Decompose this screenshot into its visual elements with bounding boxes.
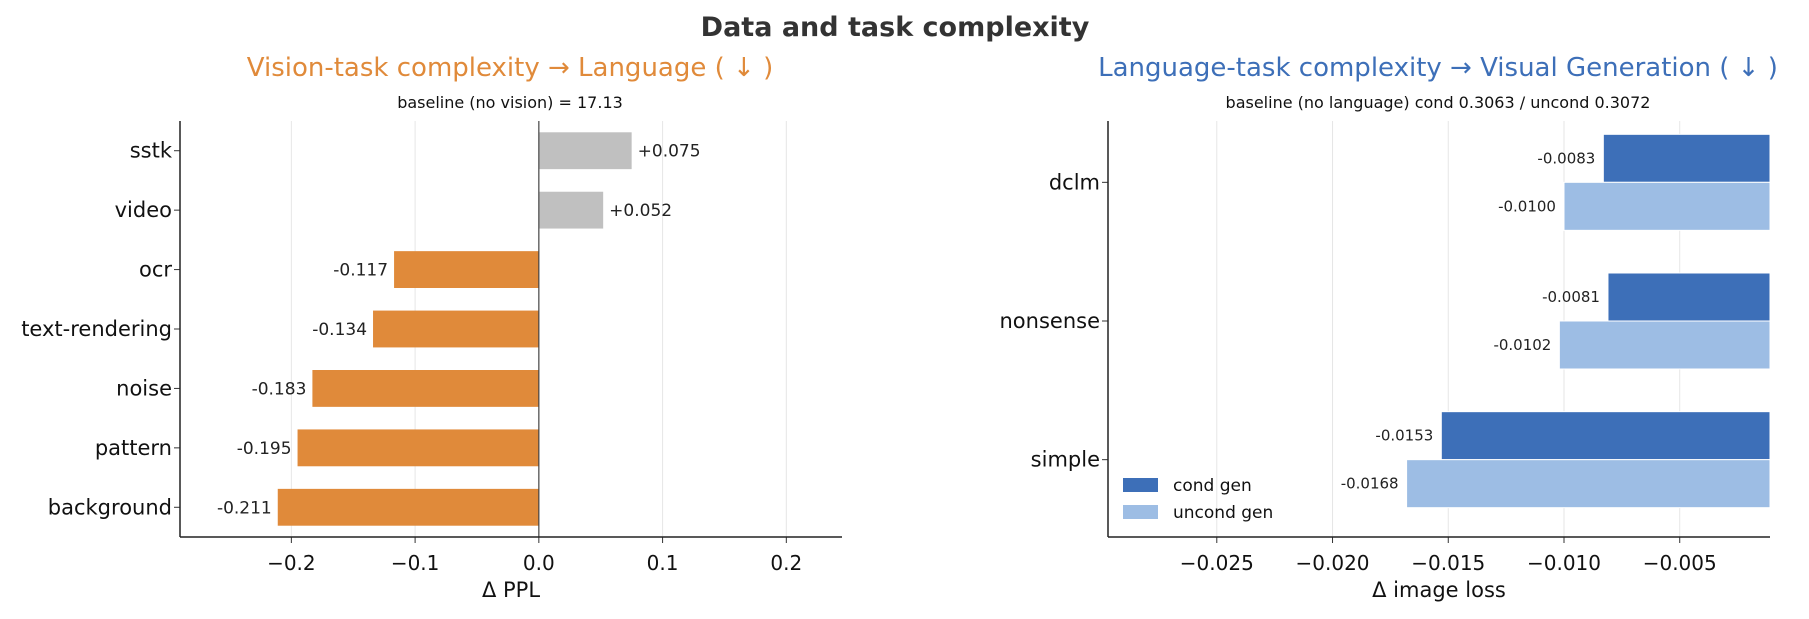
bar-text-rendering	[373, 310, 539, 348]
x-axis-label: Δ PPL	[482, 578, 540, 602]
legend-swatch-uncond	[1123, 505, 1158, 519]
category-label: ocr	[139, 258, 172, 282]
data-label: -0.0100	[1498, 197, 1556, 215]
legend: cond gen uncond gen	[1123, 476, 1273, 523]
data-label: -0.0153	[1375, 427, 1433, 445]
x-tick-label: −0.015	[1411, 551, 1485, 575]
x-tick-label: −0.2	[267, 551, 316, 575]
data-label: -0.0168	[1341, 475, 1399, 493]
bar-simple-cond	[1440, 411, 1771, 461]
bar-dclm-cond	[1602, 133, 1771, 183]
bar-simple-uncond	[1406, 459, 1771, 509]
bar-background	[277, 488, 539, 526]
legend-label: uncond gen	[1173, 503, 1273, 523]
chart-subtitle: baseline (no vision) = 17.13	[397, 93, 623, 112]
data-label: -0.0081	[1542, 288, 1600, 306]
legend-label: cond gen	[1173, 476, 1252, 496]
x-tick-label: 0.1	[647, 551, 679, 575]
category-label: video	[115, 198, 172, 222]
bar-noise	[312, 370, 539, 407]
x-axis-label: Δ image loss	[1372, 578, 1506, 602]
bar-dclm-uncond	[1563, 181, 1771, 231]
data-label: -0.211	[217, 498, 272, 518]
category-label: dclm	[1049, 170, 1100, 194]
x-tick-label: −0.025	[1180, 551, 1254, 575]
data-label: -0.0083	[1537, 149, 1595, 167]
data-label: -0.0102	[1493, 336, 1551, 354]
x-tick-label: 0.0	[523, 551, 555, 575]
chart-title: Language-task complexity → Visual Genera…	[1098, 53, 1778, 83]
chart-title: Vision-task complexity → Language ( ↓ )	[247, 53, 773, 83]
bar-video	[538, 191, 604, 229]
x-tick-label: −0.010	[1527, 551, 1601, 575]
bar-ocr	[394, 251, 539, 288]
data-label: +0.075	[638, 142, 701, 162]
data-label: -0.183	[252, 379, 307, 399]
category-label: simple	[1031, 448, 1100, 472]
category-label: text-rendering	[21, 317, 172, 341]
chart-subtitle: baseline (no language) cond 0.3063 / unc…	[1226, 93, 1651, 112]
legend-swatch-cond	[1123, 478, 1158, 492]
data-label: -0.134	[312, 320, 367, 340]
data-label: -0.195	[237, 439, 292, 459]
category-label: sstk	[130, 139, 173, 163]
category-label: background	[48, 495, 172, 519]
chart-language-to-visual: Language-task complexity → Visual Genera…	[1000, 53, 1778, 602]
chart-vision-to-language: Vision-task complexity → Language ( ↓ ) b…	[21, 53, 842, 602]
x-tick-label: −0.020	[1296, 551, 1370, 575]
data-label: +0.052	[609, 201, 672, 221]
bar-sstk	[538, 132, 632, 170]
category-label: pattern	[95, 436, 172, 460]
category-label: noise	[116, 376, 172, 400]
bar-nonsense-uncond	[1558, 320, 1771, 370]
category-label: nonsense	[1000, 309, 1101, 333]
figure-title: Data and task complexity	[701, 12, 1090, 43]
x-tick-label: −0.005	[1643, 551, 1717, 575]
data-label: -0.117	[333, 261, 388, 281]
bar-pattern	[297, 429, 539, 467]
x-tick-label: −0.1	[391, 551, 440, 575]
bar-nonsense-cond	[1607, 272, 1771, 322]
x-tick-label: 0.2	[770, 551, 802, 575]
